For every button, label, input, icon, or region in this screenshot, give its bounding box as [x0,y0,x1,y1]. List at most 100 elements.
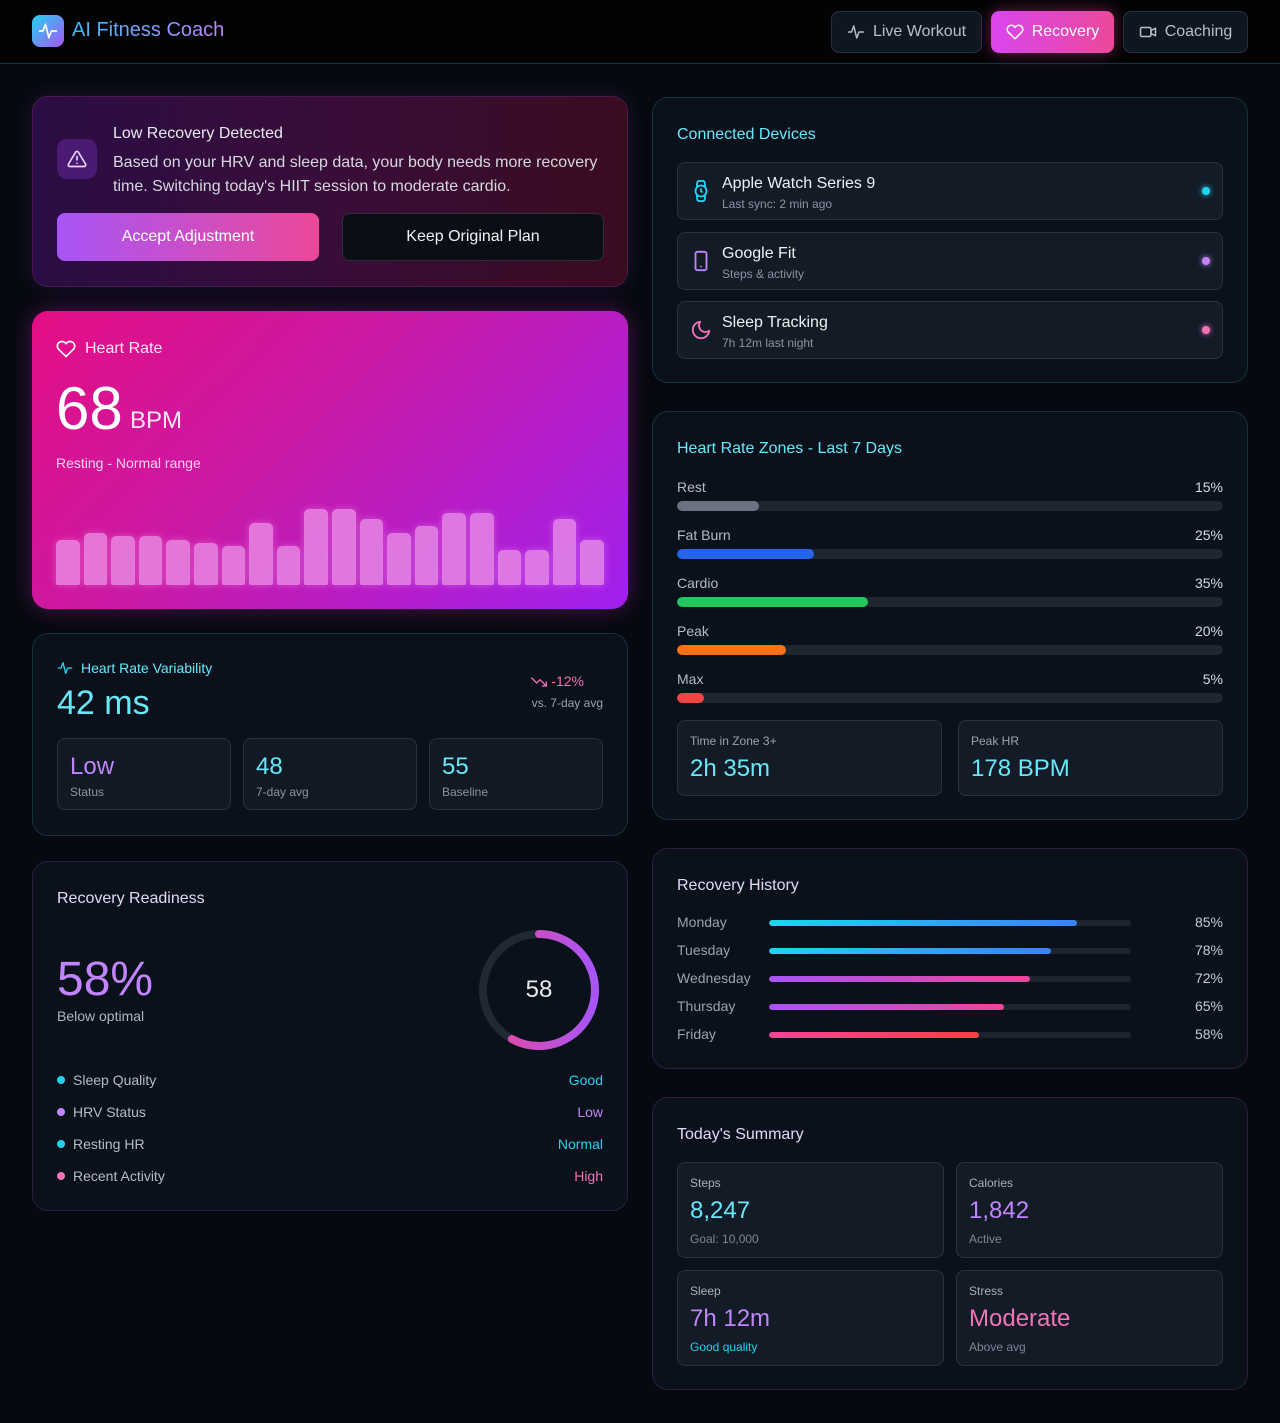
readiness-value: 58% [57,953,154,1006]
heart-rate-bar [166,539,190,585]
summary-sub: Good quality [690,1340,758,1354]
stat-label: 7-day avg [256,785,309,799]
todays-summary-card: Today's Summary Steps 8,247 Goal: 10,000… [652,1097,1248,1390]
time-in-zone-label: Time in Zone 3+ [690,734,777,748]
history-day: Friday [677,1026,716,1042]
heart-rate-unit: BPM [130,407,183,434]
history-bar-track [769,948,1131,954]
heart-rate-bar [138,536,163,585]
watch-icon [694,180,708,202]
device-apple-watch[interactable]: Apple Watch Series 9 Last sync: 2 min ag… [677,162,1223,220]
nav-label: Coaching [1164,23,1233,40]
heart-rate-bar [442,512,466,585]
recovery-history-card: Recovery History Monday 85% Tuesday 78% … [652,848,1248,1069]
factor-sleep-quality: Sleep Quality Good [57,1070,603,1090]
heart-rate-bar [276,546,301,585]
history-pct: 85% [1194,914,1223,930]
app-header: AI Fitness Coach Live Workout Recovery C… [0,0,1280,64]
accept-adjustment-button[interactable]: Accept Adjustment [57,213,319,261]
heart-rate-status: Resting - Normal range [56,455,201,471]
nav-recovery[interactable]: Recovery [991,11,1114,53]
device-google-fit[interactable]: Google Fit Steps & activity [677,232,1223,290]
zone-bar-track [677,501,1223,511]
zone-bar-fill [677,549,814,559]
history-bar-fill [769,920,1077,926]
zone-bar-fill [677,597,869,607]
heart-rate-bar [387,532,411,585]
trending-down-icon [531,677,547,687]
heart-rate-bar [249,522,273,585]
summary-value: 8,247 [690,1197,751,1224]
zone-bar-fill [677,501,759,511]
status-dot [1202,187,1210,195]
zone-name: Cardio [677,575,719,591]
history-bar-fill [769,976,1030,982]
summary-value: 7h 12m [690,1305,771,1332]
device-sub: Last sync: 2 min ago [722,197,833,211]
heart-rate-bar [359,519,384,585]
heart-rate-bar [111,536,135,585]
history-bar-track [769,976,1131,982]
zone-bar-track [677,597,1223,607]
readiness-title: Recovery Readiness [57,890,205,907]
stat-value: Low [70,753,115,780]
summary-label: Calories [969,1176,1014,1190]
status-dot [1202,326,1210,334]
history-day: Wednesday [677,970,751,986]
recovery-alert-card: Low Recovery Detected Based on your HRV … [32,96,628,287]
hrv-baseline-box: 55 Baseline [429,738,603,810]
connected-devices-card: Connected Devices Apple Watch Series 9 L… [652,97,1248,383]
phone-icon [694,250,708,272]
device-name: Sleep Tracking [722,314,828,331]
factor-value: Low [577,1104,603,1120]
heart-rate-card: Heart Rate 68 BPM Resting - Normal range [32,311,628,609]
heart-rate-bar [83,532,108,585]
peak-hr-value: 178 BPM [971,755,1070,782]
device-sub: 7h 12m last night [722,336,814,350]
hrv-value: 42 ms [57,684,150,722]
factor-name: HRV Status [73,1104,146,1120]
summary-value: 1,842 [969,1197,1030,1224]
recovery-readiness-card: Recovery Readiness 58% Below optimal 58 … [32,861,628,1211]
hrv-title: Heart Rate Variability [81,660,213,676]
heart-rate-bar [304,509,328,585]
nav-label: Recovery [1031,23,1100,40]
heart-rate-bar [56,539,80,585]
factor-value: Normal [557,1136,603,1152]
activity-icon [847,25,865,39]
stat-label: Baseline [442,785,489,799]
stat-label: Status [70,785,105,799]
nav-coaching[interactable]: Coaching [1123,11,1248,53]
nav-live-workout[interactable]: Live Workout [831,11,982,53]
history-title: Recovery History [677,877,799,894]
hrv-card: Heart Rate Variability 42 ms -12% vs. 7-… [32,633,628,836]
summary-label: Steps [690,1176,721,1190]
summary-stress: Stress Moderate Above avg [956,1270,1223,1366]
heart-icon [56,340,76,358]
factor-name: Recent Activity [73,1168,165,1184]
zone-name: Max [677,671,704,687]
heart-rate-title: Heart Rate [85,340,163,357]
keep-original-plan-button[interactable]: Keep Original Plan [342,213,604,261]
zone-bar-track [677,549,1223,559]
devices-title: Connected Devices [677,126,816,143]
peak-hr-box: Peak HR 178 BPM [958,720,1223,796]
device-sleep-tracking[interactable]: Sleep Tracking 7h 12m last night [677,301,1223,359]
heart-icon [1006,24,1024,40]
readiness-ring-value: 58 [525,976,553,1003]
heart-rate-bar [580,539,604,585]
summary-label: Sleep [690,1284,721,1298]
alert-message: Based on your HRV and sleep data, your b… [113,154,598,195]
summary-calories: Calories 1,842 Active [956,1162,1223,1258]
heart-rate-bar [193,543,218,585]
zone-pct: 20% [1194,623,1223,639]
zone-pct: 5% [1202,671,1223,687]
factor-recent-activity: Recent Activity High [57,1166,603,1186]
history-bar-fill [769,1032,979,1038]
warning-icon [57,139,97,179]
heart-rate-bar [525,549,549,585]
history-bar-fill [769,1004,1005,1010]
device-sub: Steps & activity [722,267,805,281]
activity-icon [57,662,73,674]
history-bar-track [769,1032,1131,1038]
